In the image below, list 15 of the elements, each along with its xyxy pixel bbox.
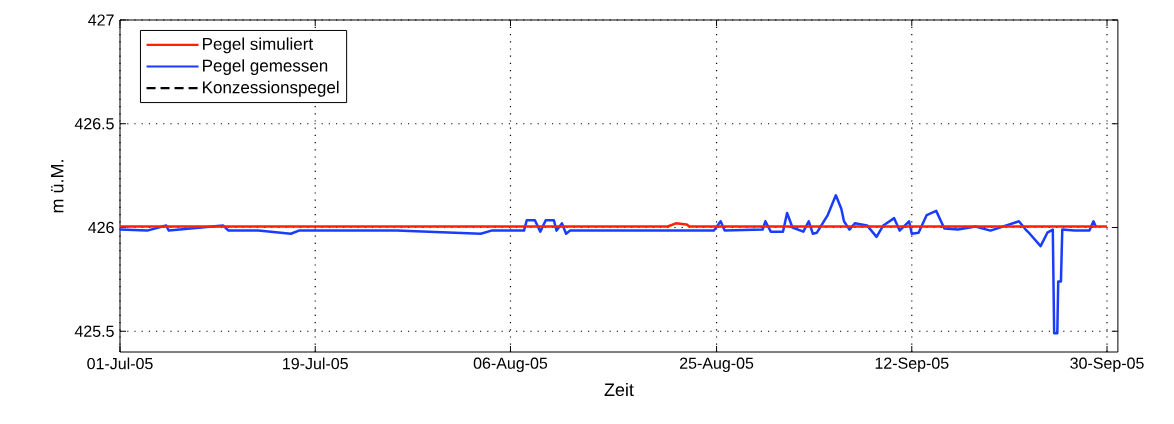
x-tick-label: 30-Sep-05 [1070,357,1144,373]
legend-label: Pegel gemessen [203,59,328,75]
y-tick-label: 427 [88,14,114,26]
x-tick-label: 12-Sep-05 [875,357,949,373]
y-axis-title: m ü.M. [51,160,64,213]
x-tick-label: 01-Jul-05 [87,357,153,370]
x-tick-label: 25-Aug-05 [680,357,754,373]
legend-label: Konzessionspegel [203,80,339,97]
legend-label: Pegel simuliert [203,37,313,54]
y-tick-label: 426 [88,221,114,234]
y-tick-label: 426.5 [74,118,114,130]
x-tick-label: 19-Jul-05 [283,357,348,370]
y-tick-label: 425.5 [74,325,114,337]
x-tick-label: 06-Aug-05 [473,357,548,373]
x-axis-title: Zeit [604,382,634,397]
